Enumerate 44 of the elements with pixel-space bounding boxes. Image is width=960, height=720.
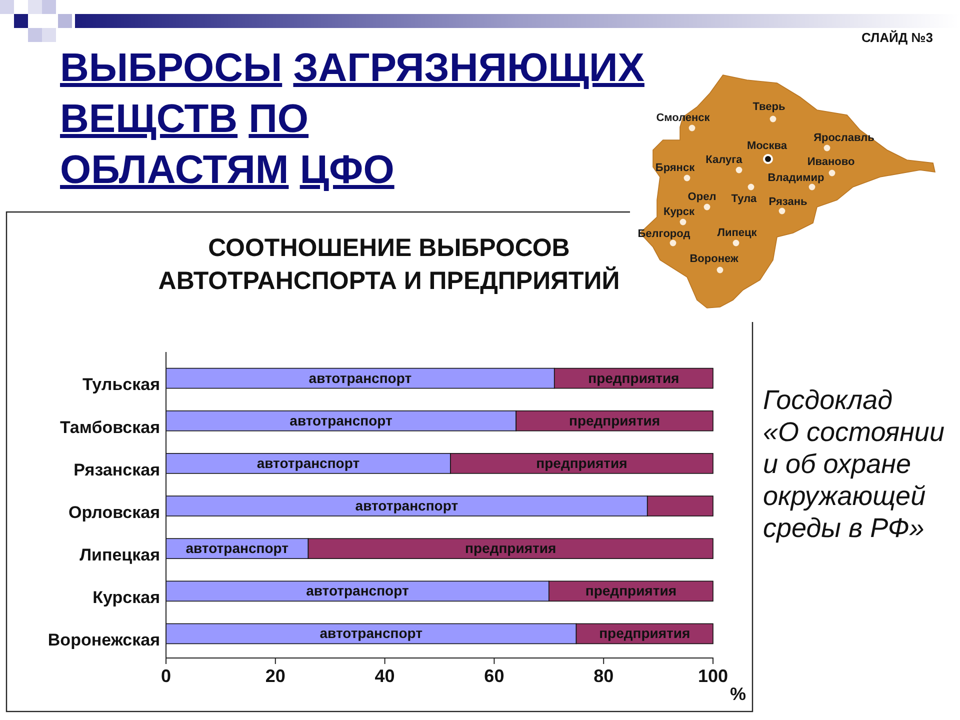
x-tick-label: 60	[484, 666, 504, 686]
x-tick-label: 20	[265, 666, 286, 686]
x-tick-label: 100	[698, 666, 728, 686]
text: Тверь	[752, 101, 786, 113]
y-tick-label: Рязанская	[74, 460, 160, 480]
text: Курск	[663, 206, 696, 218]
series-label: автотранспорт	[308, 370, 412, 386]
text: автотранспорт	[290, 412, 392, 428]
y-tick-label: Курская	[92, 588, 160, 608]
text: Калуга	[706, 154, 744, 166]
y-tick-label: Липецкая	[80, 545, 160, 564]
text: предприятия	[585, 582, 677, 599]
text: Ярославль	[814, 132, 875, 144]
text: Рязань	[768, 196, 808, 208]
text: автотранспорт	[186, 540, 288, 556]
x-axis-title: %	[730, 684, 746, 704]
x-tick-label: 0	[160, 666, 172, 686]
text: Орел	[688, 191, 716, 203]
y-tick-label: Воронежская	[48, 630, 160, 650]
y-tick-label: Тульская	[82, 375, 160, 394]
text: Липецк	[717, 227, 758, 239]
x-tick-label: 40	[374, 666, 395, 686]
text: автотранспорт	[320, 625, 423, 642]
text: Владимир	[768, 172, 824, 184]
text: Москва	[746, 140, 788, 152]
text: предприятия	[536, 454, 628, 471]
text: Тула	[731, 193, 758, 205]
chart-title: ВЫБРОСЫ ЗАГРЯЗНЯЮЩИХ ВЕЩСТВ ПО ОБЛАСТЯМ ЦФО	[60, 46, 644, 192]
y-tick-label: Тамбовская	[60, 418, 160, 437]
text: предприятия	[599, 625, 690, 642]
text: автотранспорт	[256, 454, 360, 471]
y-tick-label: Орловская	[68, 502, 160, 522]
text: Брянск	[655, 162, 696, 174]
text: СЛАЙД №3	[861, 30, 933, 45]
chart-subtitle: СООТНОШЕНИЕ ВЫБРОСОВ АВТОТРАНСПОРТА И ПРЕДПРИЯТИЙ	[158, 234, 620, 295]
series-label: предприятия	[588, 370, 680, 386]
text: предприятия	[465, 540, 556, 556]
text: автотранспорт	[355, 498, 458, 514]
text: автотранспорт	[306, 582, 409, 599]
text: предприятия	[568, 412, 660, 428]
text: Иваново	[807, 156, 855, 168]
text: Воронеж	[690, 253, 738, 265]
text: Госдоклад «О состоянии и об охране окружающей среды в РФ»	[763, 385, 944, 543]
x-tick-label: 80	[594, 666, 614, 686]
